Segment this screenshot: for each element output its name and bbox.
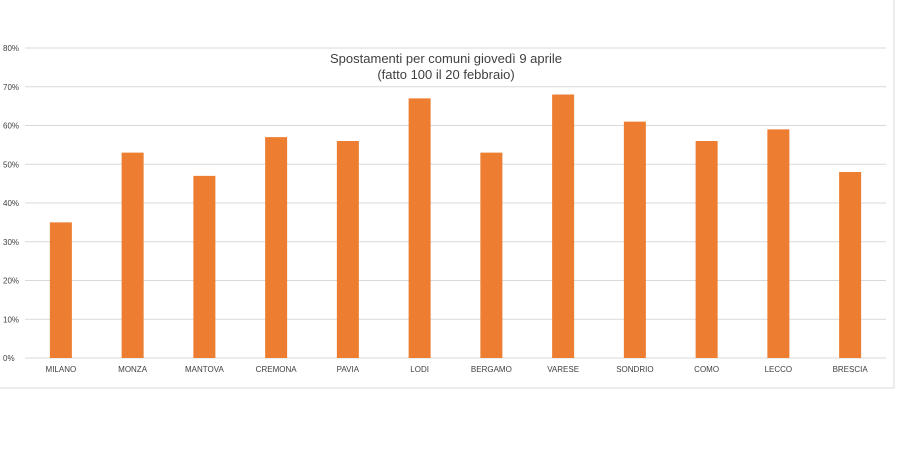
- bars: [49, 94, 862, 358]
- bar-milano: [49, 222, 72, 358]
- bar-bergamo: [480, 152, 503, 358]
- bar-cremona: [265, 137, 288, 358]
- y-tick-label: 70%: [3, 83, 19, 92]
- x-tick-label: BERGAMO: [471, 365, 512, 374]
- x-tick-label: LECCO: [765, 365, 793, 374]
- y-tick-label: 20%: [3, 277, 19, 286]
- x-tick-label: SONDRIO: [616, 365, 653, 374]
- y-tick-label: 0%: [3, 354, 15, 363]
- y-tick-label: 40%: [3, 199, 19, 208]
- x-tick-label: MANTOVA: [185, 365, 224, 374]
- x-tick-label: COMO: [694, 365, 719, 374]
- gridlines: [25, 47, 886, 359]
- y-tick-label: 60%: [3, 122, 19, 131]
- bar-como: [695, 141, 718, 358]
- bar-pavia: [336, 141, 359, 358]
- x-tick-label: CREMONA: [256, 365, 298, 374]
- x-tick-label: VARESE: [547, 365, 579, 374]
- y-tick-label: 30%: [3, 238, 19, 247]
- x-axis-ticks: MILANO MONZA MANTOVA CREMONA PAVIA LODI BERGAM…: [46, 365, 869, 374]
- y-tick-label: 10%: [3, 315, 19, 324]
- bar-sondrio: [623, 121, 646, 358]
- bar-lecco: [767, 129, 790, 358]
- chart-title: Spostamenti per comuni giovedì 9 aprile: [330, 51, 562, 66]
- chart-subtitle: (fatto 100 il 20 febbraio): [377, 67, 514, 82]
- x-tick-label: MILANO: [46, 365, 77, 374]
- y-tick-label: 50%: [3, 160, 19, 169]
- bar-varese: [552, 94, 575, 358]
- bar-mantova: [193, 175, 216, 358]
- x-tick-label: LODI: [410, 365, 429, 374]
- x-tick-label: BRESCIA: [833, 365, 869, 374]
- x-tick-label: MONZA: [118, 365, 148, 374]
- y-axis-ticks: 0% 10% 20% 30% 40% 50% 60% 70% 80%: [3, 44, 19, 363]
- bar-lodi: [408, 98, 431, 358]
- bar-monza: [121, 152, 144, 358]
- x-tick-label: PAVIA: [337, 365, 360, 374]
- bar-brescia: [839, 172, 862, 358]
- y-tick-label: 80%: [3, 44, 19, 53]
